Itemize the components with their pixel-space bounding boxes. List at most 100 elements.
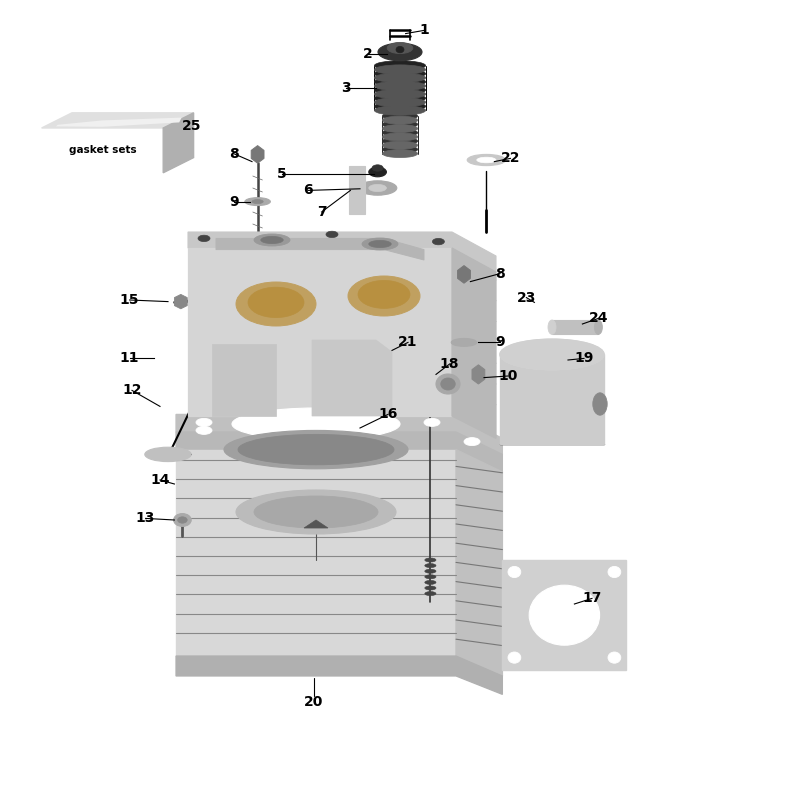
Ellipse shape [198,235,210,242]
Text: 22: 22 [501,151,520,166]
Ellipse shape [145,447,191,462]
Ellipse shape [508,566,521,578]
Ellipse shape [374,65,426,74]
Ellipse shape [374,94,426,103]
Ellipse shape [608,566,621,578]
Ellipse shape [425,586,436,590]
Text: 6: 6 [303,183,313,198]
Text: 8: 8 [229,146,238,161]
Bar [349,166,365,214]
Polygon shape [174,294,187,309]
Ellipse shape [236,490,396,534]
Ellipse shape [374,77,426,86]
Ellipse shape [424,418,440,426]
Text: 20: 20 [304,695,323,710]
Ellipse shape [374,90,426,99]
Text: 24: 24 [589,311,608,326]
Ellipse shape [382,125,418,133]
Ellipse shape [358,280,410,309]
Text: gasket sets: gasket sets [69,146,136,155]
Text: 19: 19 [574,351,594,366]
Ellipse shape [196,426,212,434]
Polygon shape [176,450,456,656]
Ellipse shape [387,42,413,54]
Ellipse shape [178,517,187,523]
Ellipse shape [396,46,404,53]
Ellipse shape [374,106,426,115]
Polygon shape [42,113,194,128]
Polygon shape [176,414,502,454]
Polygon shape [251,146,264,163]
Ellipse shape [374,102,426,111]
Ellipse shape [248,287,304,318]
Ellipse shape [369,167,386,177]
Ellipse shape [358,181,397,195]
Text: 10: 10 [498,369,518,383]
Ellipse shape [232,408,400,440]
Ellipse shape [252,200,263,204]
Ellipse shape [508,652,521,663]
Text: 15: 15 [120,293,139,307]
Text: 12: 12 [122,383,142,398]
Bar [552,320,598,334]
Ellipse shape [378,43,422,61]
Ellipse shape [425,563,436,568]
Ellipse shape [374,73,426,82]
Polygon shape [176,432,502,472]
Ellipse shape [382,120,418,128]
Ellipse shape [433,238,445,245]
Polygon shape [42,128,163,173]
Text: 11: 11 [120,351,139,366]
Text: 9: 9 [229,194,238,209]
Ellipse shape [254,496,378,528]
Ellipse shape [369,240,391,248]
Ellipse shape [530,585,600,645]
Ellipse shape [425,574,436,579]
Polygon shape [163,113,194,173]
Polygon shape [216,238,424,260]
Bar [502,560,626,670]
Text: 2: 2 [363,47,373,62]
Polygon shape [458,266,470,283]
Text: 14: 14 [150,473,170,487]
Ellipse shape [467,154,506,166]
Ellipse shape [608,652,621,663]
Polygon shape [188,232,496,272]
Text: 23: 23 [517,290,536,305]
Text: 16: 16 [378,407,398,422]
Ellipse shape [382,142,418,150]
Ellipse shape [382,116,418,124]
Ellipse shape [238,434,394,465]
Text: 9: 9 [495,335,505,350]
Ellipse shape [362,238,398,250]
Ellipse shape [374,81,426,90]
Polygon shape [500,354,604,444]
Ellipse shape [425,570,436,573]
Ellipse shape [451,338,477,346]
Ellipse shape [374,61,426,70]
Ellipse shape [196,418,212,426]
Text: 5: 5 [277,167,286,182]
Ellipse shape [477,157,496,162]
Polygon shape [56,118,182,126]
Ellipse shape [372,165,383,171]
Ellipse shape [374,69,426,78]
Text: 18: 18 [440,357,459,371]
Ellipse shape [261,237,283,243]
Polygon shape [472,365,485,384]
Ellipse shape [441,378,455,390]
Ellipse shape [500,339,604,370]
Ellipse shape [425,558,436,562]
Text: 17: 17 [582,591,602,606]
Polygon shape [188,248,452,416]
Polygon shape [312,340,392,416]
Ellipse shape [425,592,436,595]
Ellipse shape [245,198,270,206]
Ellipse shape [382,129,418,137]
Ellipse shape [382,137,418,145]
Ellipse shape [254,234,290,246]
Ellipse shape [382,146,418,154]
Ellipse shape [593,393,607,415]
Text: 21: 21 [398,335,418,350]
Text: 8: 8 [495,266,505,281]
